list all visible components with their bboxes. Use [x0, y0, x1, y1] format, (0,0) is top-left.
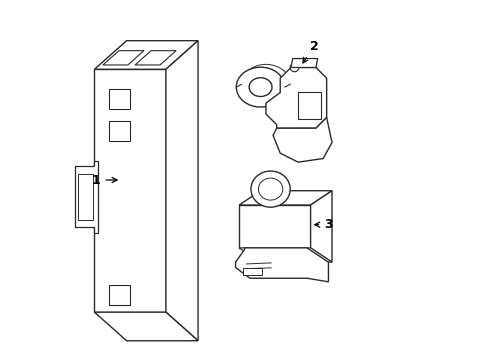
Ellipse shape	[241, 64, 290, 104]
Polygon shape	[272, 117, 331, 162]
Polygon shape	[102, 51, 143, 65]
Polygon shape	[108, 89, 130, 109]
Polygon shape	[310, 191, 331, 262]
Polygon shape	[165, 41, 198, 341]
Polygon shape	[298, 93, 321, 119]
Polygon shape	[108, 121, 130, 141]
Polygon shape	[239, 191, 331, 205]
Ellipse shape	[250, 171, 290, 207]
Polygon shape	[239, 248, 331, 262]
Ellipse shape	[236, 67, 285, 107]
Polygon shape	[94, 312, 198, 341]
Polygon shape	[265, 67, 326, 128]
Polygon shape	[75, 161, 98, 233]
Circle shape	[290, 63, 298, 72]
Text: 3: 3	[314, 218, 332, 231]
Polygon shape	[78, 174, 93, 220]
Ellipse shape	[248, 78, 271, 96]
Polygon shape	[239, 205, 310, 248]
Polygon shape	[108, 285, 130, 305]
Polygon shape	[94, 69, 165, 312]
Polygon shape	[135, 51, 176, 65]
Ellipse shape	[258, 178, 282, 200]
Polygon shape	[235, 248, 328, 282]
Polygon shape	[290, 59, 317, 67]
Polygon shape	[242, 267, 262, 275]
Text: 2: 2	[302, 40, 318, 63]
Text: 1: 1	[92, 174, 117, 186]
Polygon shape	[94, 41, 198, 69]
